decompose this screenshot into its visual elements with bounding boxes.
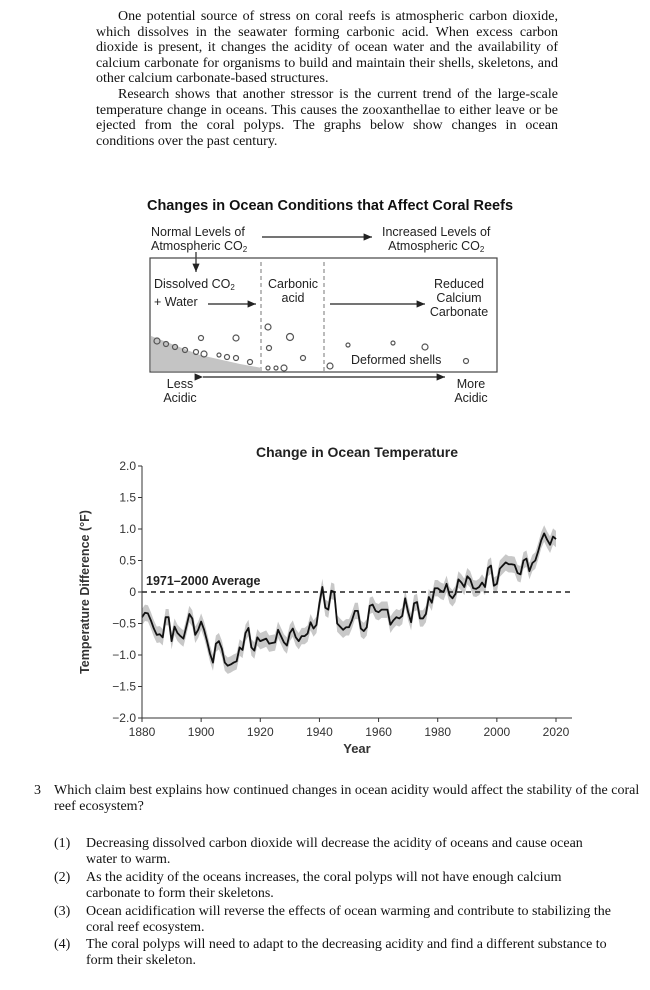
option-number: (2) xyxy=(54,870,71,885)
x-tick-label: 1880 xyxy=(129,725,156,739)
dissolved-co2-label: Dissolved CO2 + Water xyxy=(154,277,235,309)
less-acidic-label: Less Acidic xyxy=(163,377,197,405)
x-tick-label: 1940 xyxy=(306,725,333,739)
y-tick-label: −1.5 xyxy=(112,680,136,694)
diagram-title: Changes in Ocean Conditions that Affect … xyxy=(146,198,514,214)
reference-line-label: 1971–2000 Average xyxy=(146,574,260,588)
y-tick-label: 2.0 xyxy=(119,459,136,473)
more-acidic-label: More Acidic xyxy=(454,377,488,405)
y-tick-label: 1.5 xyxy=(119,491,136,505)
increased-levels-label: Increased Levels of Atmospheric CO2 xyxy=(382,225,491,254)
option-text: As the acidity of the oceans increases, … xyxy=(86,870,562,901)
x-tick-label: 2000 xyxy=(484,725,511,739)
shells xyxy=(153,323,470,372)
passage-paragraph-1: One potential source of stress on coral … xyxy=(96,9,558,87)
ocean-temperature-chart: Change in Ocean Temperature 1971–2000 Ave… xyxy=(78,444,572,756)
diagram-box xyxy=(149,257,498,373)
y-tick-label: 0.5 xyxy=(119,554,136,568)
chart-title: Change in Ocean Temperature xyxy=(256,444,458,460)
y-axis-label: Temperature Difference (°F) xyxy=(78,510,92,674)
uncertainty-band xyxy=(142,525,556,674)
option-text: Ocean acidification will reverse the eff… xyxy=(86,904,611,935)
x-tick-label: 1960 xyxy=(365,725,392,739)
x-axis-label: Year xyxy=(343,741,370,756)
passage: One potential source of stress on coral … xyxy=(96,9,558,149)
deformed-shells-label: Deformed shells xyxy=(351,353,442,367)
option-number: (1) xyxy=(54,836,71,851)
reduced-calcium-carbonate-label: Reduced Calcium Carbonate xyxy=(429,277,489,319)
question-stem: Which claim best explains how continued … xyxy=(54,783,640,814)
carbonic-acid-label: Carbonic acid xyxy=(267,277,319,305)
option-number: (3) xyxy=(54,904,71,919)
option-text: Decreasing dissolved carbon dioxide will… xyxy=(86,836,583,867)
reef-sediment xyxy=(151,336,262,371)
y-tick-label: −0.5 xyxy=(112,617,136,631)
normal-levels-label: Normal Levels of Atmospheric CO2 xyxy=(151,225,248,254)
question-number: 3 xyxy=(34,783,41,798)
y-tick-label: 0 xyxy=(129,585,136,599)
temperature-series-line xyxy=(141,532,557,667)
diagram-graphics xyxy=(149,233,498,381)
option-number: (4) xyxy=(54,937,71,952)
x-tick-label: 1900 xyxy=(188,725,215,739)
y-tick-label: −2.0 xyxy=(112,711,136,725)
option-text: The coral polyps will need to adapt to t… xyxy=(86,937,607,968)
passage-paragraph-2: Research shows that another stressor is … xyxy=(96,86,558,149)
x-tick-label: 1980 xyxy=(424,725,451,739)
x-tick-label: 2020 xyxy=(543,725,570,739)
x-tick-label: 1920 xyxy=(247,725,274,739)
y-tick-label: 1.0 xyxy=(119,522,136,536)
y-tick-label: −1.0 xyxy=(112,648,136,662)
